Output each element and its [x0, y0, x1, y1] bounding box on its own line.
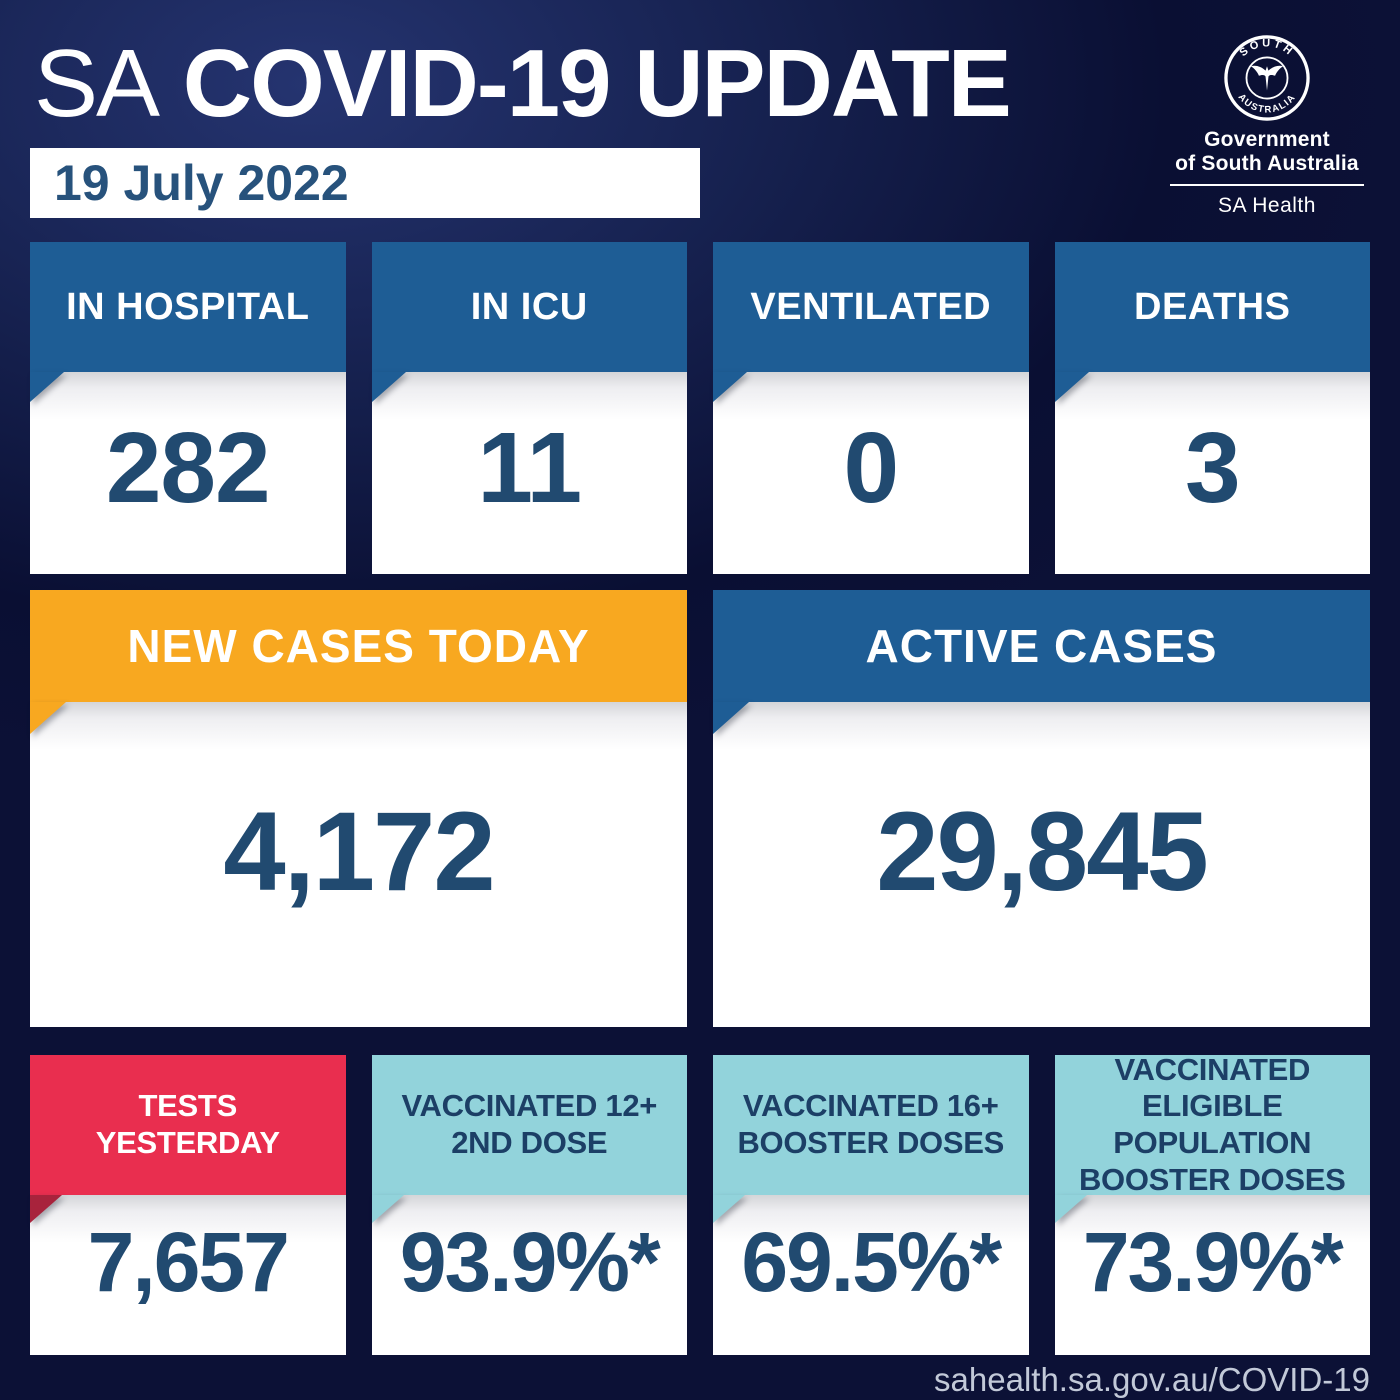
card-body: 7,657 [30, 1195, 346, 1355]
title-block: SA COVID-19 UPDATE 19 July 2022 [30, 30, 1012, 218]
logo-divider [1170, 184, 1364, 187]
card-body: 3 [1054, 372, 1370, 574]
fold-corner [1054, 372, 1089, 402]
sa-health-text: SA Health [1218, 194, 1316, 218]
card-label: IN HOSPITAL [30, 242, 346, 372]
fold-corner [30, 702, 66, 734]
card-vaccinated-12-2nd-dose: VACCINATED 12+ 2ND DOSE 93.9%* [371, 1055, 687, 1355]
card-body: 11 [371, 372, 687, 574]
stat-value: 3 [1184, 412, 1241, 524]
stats-row-top: IN HOSPITAL 282 IN ICU 11 VENTILATED 0 D… [30, 242, 1370, 574]
fold-corner [713, 372, 747, 402]
card-label: DEATHS [1054, 242, 1370, 372]
stat-value: 29,845 [876, 788, 1209, 914]
card-vaccinated-16-booster: VACCINATED 16+ BOOSTER DOSES 69.5%* [713, 1055, 1029, 1355]
stats-row-middle: NEW CASES TODAY 4,172 ACTIVE CASES 29,84… [30, 590, 1370, 1027]
card-label: VACCINATED 12+ 2ND DOSE [371, 1055, 687, 1195]
page-title: SA COVID-19 UPDATE [34, 36, 1012, 132]
card-tests-yesterday: TESTS YESTERDAY 7,657 [30, 1055, 346, 1355]
stat-value: 73.9%* [1082, 1215, 1344, 1309]
card-label: VACCINATED ELIGIBLE POPULATION BOOSTER D… [1054, 1052, 1370, 1197]
date-banner: 19 July 2022 [30, 148, 700, 218]
stat-value: 7,657 [87, 1215, 290, 1309]
card-body: 69.5%* [713, 1195, 1029, 1355]
title-rest: COVID-19 UPDATE [158, 30, 1012, 137]
date-text: 19 July 2022 [54, 155, 349, 211]
fold-corner [713, 702, 749, 734]
sa-government-logo: SOUTH AUSTRALIA Government of South Aust… [1164, 34, 1370, 218]
card-label: VACCINATED 16+ BOOSTER DOSES [713, 1055, 1029, 1195]
card-body: 282 [30, 372, 346, 574]
card-body: 93.9%* [371, 1195, 687, 1355]
title-prefix: SA [34, 30, 160, 137]
card-vaccinated-eligible-booster: VACCINATED ELIGIBLE POPULATION BOOSTER D… [1054, 1052, 1370, 1355]
stat-value: 69.5%* [741, 1215, 1002, 1309]
fold-corner [30, 1195, 62, 1223]
card-active-cases: ACTIVE CASES 29,845 [713, 590, 1370, 1027]
card-body: 0 [713, 372, 1029, 574]
stat-value: 4,172 [223, 788, 495, 914]
stat-value: 282 [105, 412, 271, 524]
card-label: VENTILATED [713, 242, 1029, 372]
card-label: ACTIVE CASES [713, 590, 1370, 702]
government-text: Government of South Australia [1164, 128, 1370, 175]
card-in-hospital: IN HOSPITAL 282 [30, 242, 346, 574]
government-line2: of South Australia [1175, 151, 1359, 175]
fold-corner [30, 372, 64, 402]
stats-row-bottom: TESTS YESTERDAY 7,657 VACCINATED 12+ 2ND… [30, 1052, 1370, 1355]
stat-value: 11 [477, 412, 582, 524]
state-seal-icon: SOUTH AUSTRALIA [1224, 35, 1310, 121]
card-label: TESTS YESTERDAY [30, 1055, 346, 1195]
card-body: 29,845 [713, 702, 1370, 1027]
card-label: IN ICU [371, 242, 687, 372]
stat-value: 93.9%* [399, 1215, 661, 1309]
card-body: 73.9%* [1054, 1195, 1370, 1355]
source-url: sahealth.sa.gov.au/COVID-19 [934, 1361, 1370, 1398]
header: SA COVID-19 UPDATE 19 July 2022 SOUTH AU… [30, 30, 1370, 218]
card-new-cases-today: NEW CASES TODAY 4,172 [30, 590, 687, 1027]
government-line1: Government [1204, 128, 1330, 151]
piping-shrike-icon [1250, 65, 1284, 91]
card-body: 4,172 [30, 702, 687, 1027]
card-ventilated: VENTILATED 0 [713, 242, 1029, 574]
card-in-icu: IN ICU 11 [371, 242, 687, 574]
card-deaths: DEATHS 3 [1054, 242, 1370, 574]
fold-corner [371, 372, 406, 402]
stat-value: 0 [843, 412, 899, 524]
card-label: NEW CASES TODAY [30, 590, 687, 702]
